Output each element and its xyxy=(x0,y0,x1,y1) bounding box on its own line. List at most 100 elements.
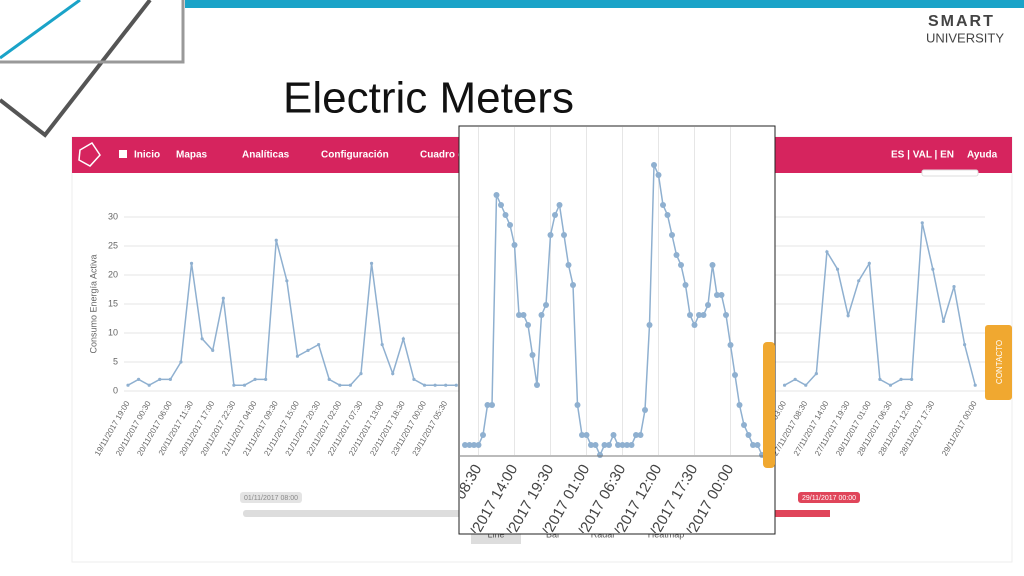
data-point xyxy=(628,442,635,448)
data-point xyxy=(475,442,482,448)
data-point xyxy=(493,192,500,198)
nav-item[interactable]: Analíticas xyxy=(242,150,290,161)
data-point xyxy=(391,372,395,376)
nav-item[interactable]: Inicio xyxy=(134,150,160,161)
decor-line xyxy=(0,0,152,138)
data-point xyxy=(574,402,581,408)
data-point xyxy=(561,232,567,238)
data-point xyxy=(242,383,247,387)
data-point xyxy=(570,282,576,288)
decor-line xyxy=(0,0,185,64)
data-point xyxy=(825,250,829,254)
data-point xyxy=(200,337,204,341)
inset-contact-tab xyxy=(763,342,775,468)
range-start-pill xyxy=(240,492,302,503)
data-point xyxy=(736,402,743,408)
data-point xyxy=(552,212,558,218)
data-point xyxy=(754,442,761,448)
data-point xyxy=(433,383,437,387)
data-point xyxy=(520,312,527,318)
logo: UNIVERSITY xyxy=(926,30,1004,45)
dropdown[interactable] xyxy=(921,169,979,177)
data-point xyxy=(633,432,639,438)
range-selection[interactable] xyxy=(760,510,830,517)
data-point xyxy=(189,261,194,265)
data-point xyxy=(543,302,549,308)
data-point xyxy=(804,383,808,387)
data-point xyxy=(637,432,644,438)
data-point xyxy=(422,383,427,387)
data-point xyxy=(732,372,738,378)
data-point xyxy=(691,322,698,328)
y-tick-label: 25 xyxy=(108,240,118,250)
top-bar xyxy=(185,0,1024,8)
data-point xyxy=(454,383,458,387)
data-point xyxy=(579,432,585,438)
data-point xyxy=(857,279,861,283)
data-point xyxy=(211,348,215,352)
data-point xyxy=(669,232,675,238)
nav-item[interactable]: Mapas xyxy=(176,150,208,161)
data-point xyxy=(498,202,504,208)
data-point xyxy=(471,442,477,448)
data-point xyxy=(401,337,405,341)
data-point xyxy=(274,238,278,242)
data-point xyxy=(705,302,711,308)
data-point xyxy=(338,383,342,387)
data-point xyxy=(253,377,257,381)
data-point xyxy=(565,262,572,268)
contact-tab[interactable] xyxy=(985,325,1012,400)
data-point xyxy=(973,383,977,387)
language-switch[interactable]: ES | VAL | EN xyxy=(891,150,954,161)
app-logo[interactable] xyxy=(78,141,101,167)
contact-label[interactable]: CONTACTO xyxy=(995,340,1004,384)
data-point xyxy=(412,377,416,381)
data-point xyxy=(920,221,924,225)
y-tick-label: 15 xyxy=(108,298,118,308)
data-point xyxy=(588,442,594,448)
help-link[interactable]: Ayuda xyxy=(967,150,998,161)
data-point xyxy=(380,343,384,347)
data-point xyxy=(696,312,702,318)
data-point xyxy=(516,312,522,318)
data-point xyxy=(264,377,268,381)
data-point xyxy=(158,377,162,381)
data-point xyxy=(525,322,531,328)
data-point xyxy=(507,222,513,228)
y-axis-label: Consumo Energía Activa xyxy=(88,254,98,353)
data-point xyxy=(327,377,331,381)
nav-item[interactable]: Configuración xyxy=(321,150,389,161)
data-point xyxy=(592,442,599,448)
data-point xyxy=(502,212,509,218)
y-tick-label: 0 xyxy=(113,385,118,395)
data-point xyxy=(910,377,914,381)
data-point xyxy=(547,232,554,238)
data-point xyxy=(480,432,486,438)
data-point xyxy=(556,202,563,208)
data-point xyxy=(651,162,657,168)
data-point xyxy=(664,212,671,218)
data-point xyxy=(489,402,495,408)
data-point xyxy=(348,383,352,387)
data-point xyxy=(615,442,621,448)
data-point xyxy=(511,242,518,248)
nav-item[interactable]: Cuadro d xyxy=(420,150,464,161)
data-point xyxy=(484,402,491,408)
data-point xyxy=(369,261,374,265)
data-point xyxy=(126,383,130,387)
data-point xyxy=(793,377,797,381)
data-point xyxy=(444,383,448,387)
data-point xyxy=(597,452,603,458)
home-icon xyxy=(119,150,127,158)
data-point xyxy=(678,262,684,268)
data-point xyxy=(601,442,608,448)
data-point xyxy=(963,343,967,347)
data-point xyxy=(534,382,540,388)
data-point xyxy=(179,360,183,364)
data-point xyxy=(619,442,626,448)
logo: SMART xyxy=(928,13,995,30)
data-point xyxy=(888,383,893,387)
data-point xyxy=(727,342,734,348)
